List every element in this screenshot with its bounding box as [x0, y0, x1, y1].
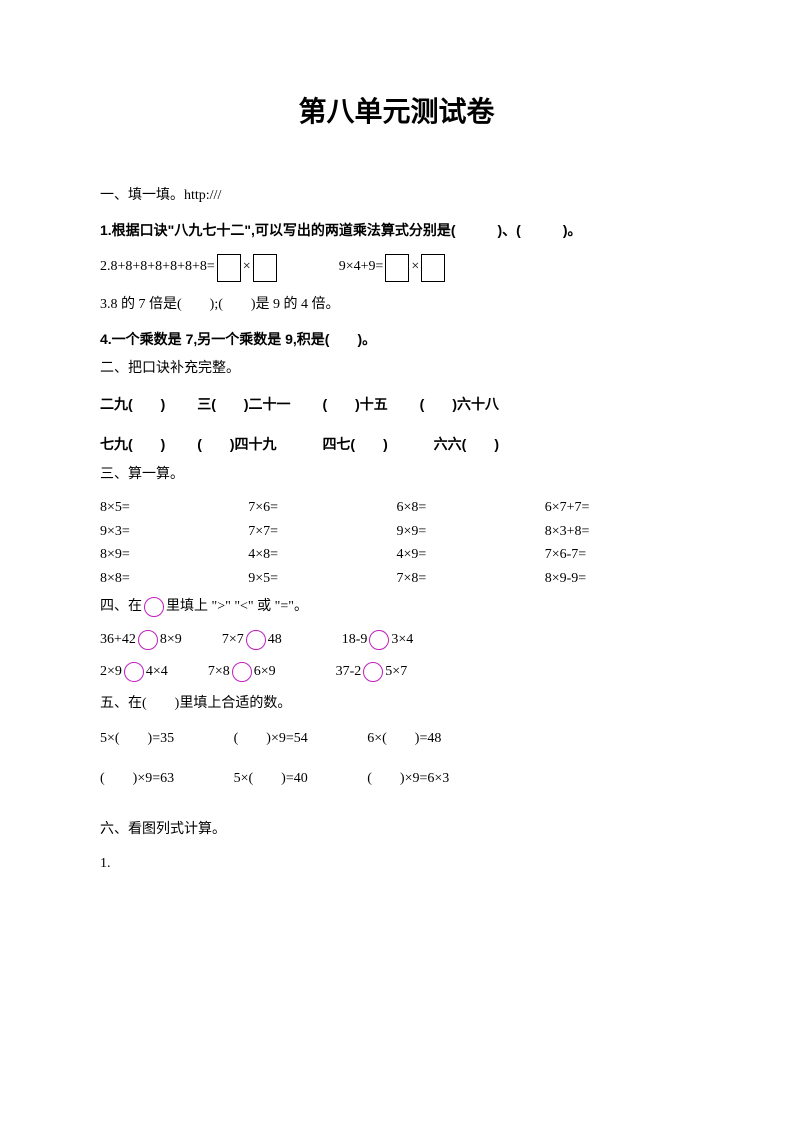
compare-right: 4×4 [146, 661, 168, 683]
circle-blank[interactable] [232, 662, 252, 682]
times-sign: × [411, 256, 419, 278]
calc-item[interactable]: 9×5= [248, 569, 396, 589]
calc-item[interactable]: 8×9-9= [545, 569, 693, 589]
calc-item[interactable]: 4×9= [397, 545, 545, 565]
blank-equation[interactable]: ( )×9=63 [100, 771, 174, 786]
calc-item[interactable]: 8×9= [100, 545, 248, 565]
blank-item[interactable]: 六六( ) [434, 436, 499, 452]
answer-box[interactable] [385, 254, 409, 282]
calc-item[interactable]: 8×3+8= [545, 522, 693, 542]
blank-item[interactable]: 四七( ) [322, 436, 387, 452]
calc-row: 8×8= 9×5= 7×8= 8×9-9= [100, 569, 693, 589]
blank-item[interactable]: 三( )二十一 [197, 396, 290, 412]
compare-right: 3×4 [391, 629, 413, 651]
blank-equation[interactable]: ( )×9=54 [234, 731, 308, 746]
blank-equation[interactable]: 6×( )=48 [367, 731, 441, 746]
q1-4: 4.一个乘数是 7,另一个乘数是 9,积是( )。 [100, 328, 693, 350]
q1-2: 2.8+8+8+8+8+8+8= × 9×4+9= × [100, 254, 693, 282]
compare-left: 7×8 [208, 661, 230, 683]
compare-right: 8×9 [160, 629, 182, 651]
section5-row2: ( )×9=63 5×( )=40 ( )×9=6×3 [100, 768, 693, 790]
blank-item[interactable]: ( )十五 [322, 396, 387, 412]
section6-q1: 1. [100, 853, 693, 875]
heading-text-a: 四、在 [100, 596, 142, 618]
section6-heading: 六、看图列式计算。 [100, 819, 693, 841]
compare-right: 6×9 [254, 661, 276, 683]
q2-part-a: 2.8+8+8+8+8+8+8= [100, 256, 215, 278]
section4-row1: 36+42 8×9 7×7 48 18-9 3×4 [100, 629, 693, 651]
q1-3: 3.8 的 7 倍是( );( )是 9 的 4 倍。 [100, 294, 693, 316]
blank-item[interactable]: 七九( ) [100, 436, 165, 452]
calc-item[interactable]: 7×8= [397, 569, 545, 589]
page-title: 第八单元测试卷 [100, 90, 693, 135]
circle-blank[interactable] [144, 597, 164, 617]
section4-row2: 2×9 4×4 7×8 6×9 37-2 5×7 [100, 661, 693, 683]
section2-row2: 七九( ) ( )四十九 四七( ) 六六( ) [100, 433, 693, 455]
calc-row: 8×9= 4×8= 4×9= 7×6-7= [100, 545, 693, 565]
heading-text-b: 里填上 ">" "<" 或 "="。 [166, 596, 308, 618]
section5-heading: 五、在( )里填上合适的数。 [100, 693, 693, 715]
blank-item[interactable]: ( )六十八 [420, 396, 499, 412]
calc-item[interactable]: 7×6= [248, 498, 396, 518]
calc-item[interactable]: 6×7+7= [545, 498, 693, 518]
answer-box[interactable] [217, 254, 241, 282]
q1-1: 1.根据口诀"八九七十二",可以写出的两道乘法算式分别是( )、( )。 [100, 219, 693, 241]
blank-item[interactable]: ( )四十九 [197, 436, 276, 452]
blank-equation[interactable]: ( )×9=6×3 [367, 771, 449, 786]
circle-blank[interactable] [246, 630, 266, 650]
section1-heading: 一、填一填。http:/// [100, 185, 693, 207]
section2-heading: 二、把口诀补充完整。 [100, 358, 693, 380]
times-sign: × [243, 256, 251, 278]
calc-row: 8×5= 7×6= 6×8= 6×7+7= [100, 498, 693, 518]
q2-part-b: 9×4+9= [339, 256, 384, 278]
calc-item[interactable]: 7×6-7= [545, 545, 693, 565]
section2-row1: 二九( ) 三( )二十一 ( )十五 ( )六十八 [100, 393, 693, 415]
compare-left: 18-9 [342, 629, 368, 651]
calc-item[interactable]: 7×7= [248, 522, 396, 542]
calc-row: 9×3= 7×7= 9×9= 8×3+8= [100, 522, 693, 542]
compare-left: 2×9 [100, 661, 122, 683]
answer-box[interactable] [253, 254, 277, 282]
compare-right: 48 [268, 629, 282, 651]
blank-item[interactable]: 二九( ) [100, 396, 165, 412]
calc-item[interactable]: 4×8= [248, 545, 396, 565]
circle-blank[interactable] [138, 630, 158, 650]
section3-heading: 三、算一算。 [100, 464, 693, 486]
compare-left: 36+42 [100, 629, 136, 651]
compare-left: 37-2 [336, 661, 362, 683]
circle-blank[interactable] [363, 662, 383, 682]
answer-box[interactable] [421, 254, 445, 282]
circle-blank[interactable] [369, 630, 389, 650]
blank-equation[interactable]: 5×( )=35 [100, 731, 174, 746]
calc-item[interactable]: 9×3= [100, 522, 248, 542]
compare-left: 7×7 [222, 629, 244, 651]
calc-item[interactable]: 8×5= [100, 498, 248, 518]
circle-blank[interactable] [124, 662, 144, 682]
calc-item[interactable]: 8×8= [100, 569, 248, 589]
calc-item[interactable]: 9×9= [397, 522, 545, 542]
section4-heading: 四、在 里填上 ">" "<" 或 "="。 [100, 596, 693, 618]
compare-right: 5×7 [385, 661, 407, 683]
section5-row1: 5×( )=35 ( )×9=54 6×( )=48 [100, 728, 693, 750]
calc-item[interactable]: 6×8= [397, 498, 545, 518]
blank-equation[interactable]: 5×( )=40 [234, 771, 308, 786]
